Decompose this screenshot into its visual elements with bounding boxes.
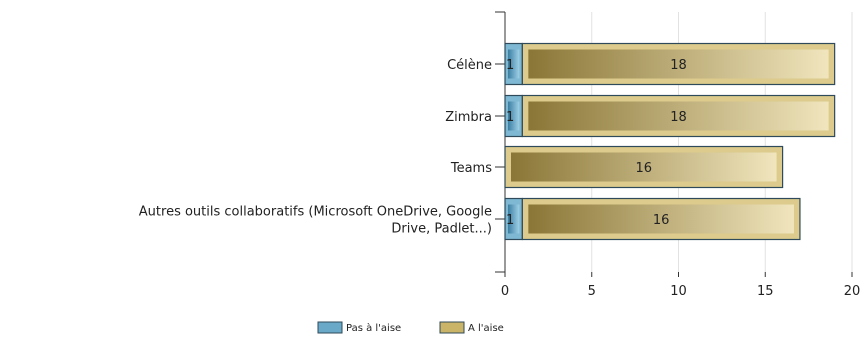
bar-a-laise-fill (528, 204, 794, 234)
data-label: 1 (506, 58, 514, 73)
category-label: Teams (450, 161, 492, 176)
bar-a-laise-fill (511, 152, 777, 182)
data-label: 18 (670, 110, 687, 125)
legend-swatch-a-laise (439, 321, 465, 334)
legend-swatch-pas-a-laise (317, 321, 343, 334)
x-tick-label: 20 (844, 284, 861, 299)
data-label: 1 (506, 213, 514, 228)
bar-pas-a-laise-fill (508, 49, 520, 79)
legend-label-a-laise: A l'aise (468, 323, 504, 334)
data-label: 18 (670, 58, 687, 73)
data-label: 16 (653, 213, 670, 228)
bar-a-laise-fill (528, 101, 829, 131)
bars (504, 42, 836, 241)
x-tick-label: 10 (670, 284, 687, 299)
data-label: 1 (506, 110, 514, 125)
bar-pas-a-laise-fill (508, 204, 520, 234)
x-tick-label: 5 (588, 284, 596, 299)
bar-a-laise-fill (528, 49, 829, 79)
data-label: 16 (636, 161, 653, 176)
category-label: Drive, Padlet...) (391, 222, 492, 237)
x-tick-label: 0 (501, 284, 509, 299)
legend-label-pas-a-laise: Pas à l'aise (346, 322, 401, 334)
x-tick-label: 15 (757, 284, 774, 299)
category-label: Célène (447, 58, 492, 73)
category-label: Zimbra (445, 110, 492, 125)
category-label: Autres outils collaboratifs (Microsoft O… (139, 205, 492, 220)
bar-pas-a-laise-fill (508, 101, 520, 131)
labels: 0 5 10 15 20 1 18 Célène 1 18 Zimbra 16 Teams 1 16 Autr… (139, 58, 860, 299)
legend: Pas à l'aise A l'aise (317, 321, 504, 334)
